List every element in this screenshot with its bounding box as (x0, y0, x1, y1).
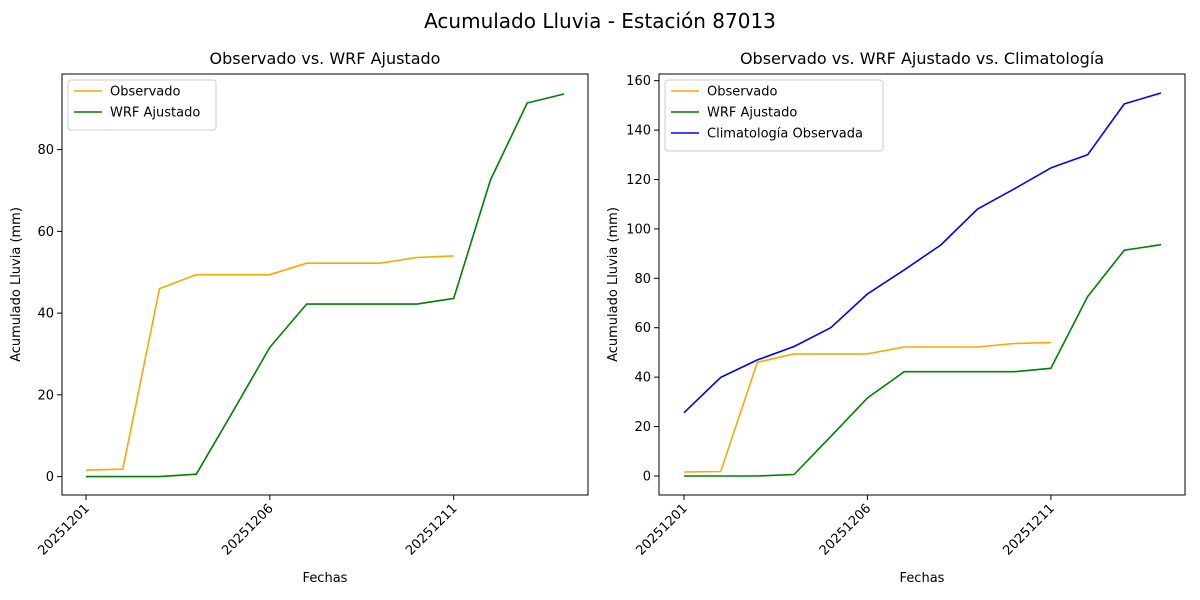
x-tick-label: 20251206 (219, 501, 276, 558)
series-line-observado (683, 341, 1051, 473)
y-tick-label: 20 (634, 420, 651, 435)
legend-box (664, 79, 884, 152)
series-line-climatología-observada (683, 92, 1162, 414)
y-tick-label: 120 (626, 173, 651, 188)
series-line-observado (85, 255, 454, 471)
plot-frame (61, 73, 589, 496)
chart-1: Observado vs. WRF Ajustado 0 20 40 60 80 20251… (9, 49, 589, 586)
y-tick-label: 80 (37, 143, 54, 158)
x-tick-label: 20251211 (403, 501, 460, 558)
y-tick-label: 60 (37, 225, 54, 240)
chart-title: Observado vs. WRF Ajustado (210, 49, 441, 68)
y-tick-label: 140 (626, 124, 651, 139)
y-axis-label: Acumulado Lluvia (mm) (606, 207, 621, 362)
y-tick-label: 20 (37, 388, 54, 403)
y-tick-label: 40 (37, 307, 54, 322)
y-tick-label: 160 (626, 74, 651, 89)
chart-title: Observado vs. WRF Ajustado vs. Climatolo… (740, 49, 1104, 68)
x-tick-label: 20251201 (35, 501, 92, 558)
chart-2: Observado vs. WRF Ajustado vs. Climatolo… (606, 49, 1186, 586)
x-axis-label: Fechas (900, 571, 945, 586)
plot-frame (658, 73, 1186, 496)
legend-label: Climatología Observada (707, 127, 863, 142)
figure-title: Acumulado Lluvia - Estación 87013 (424, 9, 776, 33)
series-line-wrf-ajustado (86, 93, 565, 478)
y-tick-label: 80 (634, 272, 651, 287)
x-tick-label: 20251206 (817, 501, 874, 558)
legend-label: Observado (110, 85, 181, 100)
y-tick-label: 100 (626, 222, 651, 237)
y-tick-label: 40 (634, 371, 651, 386)
y-tick-label: 60 (634, 321, 651, 336)
legend-label: WRF Ajustado (110, 106, 200, 121)
x-tick-label: 20251211 (1000, 501, 1057, 558)
legend-box (67, 79, 217, 131)
x-tick-label: 20251201 (633, 501, 690, 558)
y-axis-label: Acumulado Lluvia (mm) (9, 207, 24, 362)
legend-label: WRF Ajustado (707, 106, 797, 121)
legend-label: Observado (707, 85, 778, 100)
series-line-wrf-ajustado (684, 243, 1162, 477)
y-tick-label: 0 (46, 470, 54, 485)
x-axis-label: Fechas (303, 571, 348, 586)
y-tick-label: 0 (643, 469, 651, 484)
